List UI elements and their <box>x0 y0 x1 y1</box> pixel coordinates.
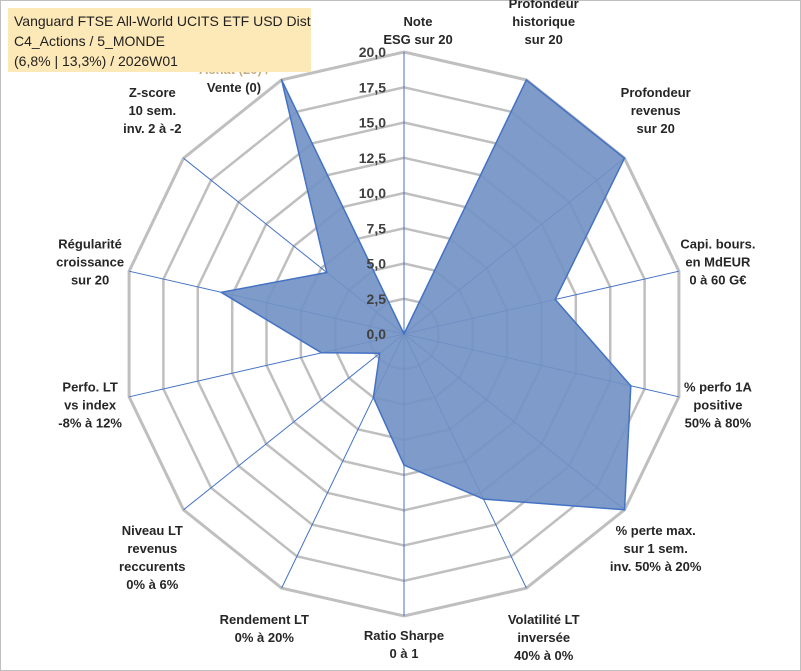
series-point <box>403 333 405 335</box>
axis-label-line: Capi. bours. <box>680 236 755 251</box>
chart-title-box: Vanguard FTSE All-World UCITS ETF USD Di… <box>8 8 311 72</box>
series-point <box>372 396 375 399</box>
axis-label-line: en MdEUR <box>685 254 751 269</box>
axis-label-line: inversée <box>517 630 570 645</box>
axis-label-line: Vente (0) <box>207 80 261 95</box>
axis-label-8: Ratio Sharpe 0 à 1 <box>364 628 444 661</box>
axis-label-1: Note ESG sur 20 <box>383 14 452 47</box>
series-point <box>220 291 222 294</box>
axis-label-line: revenus <box>127 541 177 556</box>
series-point <box>525 79 528 81</box>
tick-label: 17,5 <box>359 79 386 95</box>
axis-label-4: Capi. bours. en MdEUR 0 à 60 G€ <box>680 236 755 287</box>
axis-label-line: -8% à 12% <box>58 416 122 431</box>
axis-label-12: Régularité croissance sur 20 <box>56 236 124 287</box>
axis-label-line: historique <box>512 14 575 29</box>
axis-label-10: Niveau LT revenus reccurents 0% à 6% <box>119 523 185 592</box>
axis-label-line: croissance <box>56 254 124 269</box>
axis-label-line: Ratio Sharpe <box>364 628 444 643</box>
axis-label-line: Z-score <box>129 85 176 100</box>
axis-label-line: Profondeur <box>509 0 579 11</box>
tick-label: 15,0 <box>359 115 386 131</box>
axis-label-line: 50% à 80% <box>685 416 752 431</box>
axis-label-line: Perfo. LT <box>62 380 117 395</box>
axis-label-line: sur 20 <box>637 121 675 136</box>
axis-label-line: 0 à 60 G€ <box>689 272 746 287</box>
axis-label-line: Rendement LT <box>220 612 309 627</box>
tick-label: 20,0 <box>359 44 386 60</box>
series-point <box>482 498 485 500</box>
axis-label-line: vs index <box>64 398 117 413</box>
axis-label-line: sur 1 sem. <box>624 541 688 556</box>
axis-label-line: sur 20 <box>525 32 563 47</box>
tick-label: 10,0 <box>359 185 386 201</box>
axis-label-line: sur 20 <box>71 272 109 287</box>
tick-label: 12,5 <box>359 150 386 166</box>
radar-series <box>220 79 632 511</box>
radial-tick-labels: 0,0 2,5 5,0 7,5 10,0 12,5 15,0 17,5 20,0 <box>359 44 386 342</box>
axis-label-line: 40% à 0% <box>514 648 574 663</box>
axis-label-3: Profondeur revenus sur 20 <box>621 85 691 136</box>
fund-name: Vanguard FTSE All-World UCITS ETF USD Di… <box>14 13 311 29</box>
axis-label-line: reccurents <box>119 559 185 574</box>
series-point <box>403 464 405 466</box>
series-point <box>623 509 626 511</box>
series-point <box>378 352 381 355</box>
series-point <box>554 298 556 301</box>
axis-label-7: Volatilité LT inversée 40% à 0% <box>508 612 580 663</box>
fund-stats-week: (6,8% | 13,3%) / 2026W01 <box>14 53 178 69</box>
axis-label-line: ESG sur 20 <box>383 32 452 47</box>
series-point <box>623 157 626 159</box>
axis-label-line: revenus <box>631 103 681 118</box>
axis-label-line: Niveau LT <box>122 523 183 538</box>
series-point <box>320 352 323 354</box>
tick-label: 7,5 <box>367 220 387 236</box>
axis-label-line: 10 sem. <box>128 103 176 118</box>
series-area <box>220 79 632 511</box>
axis-label-9: Rendement LT 0% à 20% <box>220 612 309 645</box>
axis-label-line: 0% à 6% <box>126 577 178 592</box>
axis-label-line: Régularité <box>58 236 122 251</box>
axis-label-2: Profondeur historique sur 20 <box>509 0 579 47</box>
axis-label-6: % perte max. sur 1 sem. inv. 50% à 20% <box>610 523 702 574</box>
axis-label-line: inv. 2 à -2 <box>123 121 181 136</box>
axis-label-line: inv. 50% à 20% <box>610 559 702 574</box>
tick-label: 0,0 <box>367 326 387 342</box>
axis-label-5: % perfo 1A positive 50% à 80% <box>684 380 753 431</box>
series-point <box>280 79 283 81</box>
axis-label-line: Profondeur <box>621 85 691 100</box>
tick-label: 2,5 <box>367 291 387 307</box>
axis-label-13: Z-score 10 sem. inv. 2 à -2 <box>123 85 181 136</box>
axis-label-line: positive <box>693 398 742 413</box>
axis-label-line: % perfo 1A <box>684 380 753 395</box>
axis-label-line: % perte max. <box>616 523 696 538</box>
axis-label-line: Volatilité LT <box>508 612 580 627</box>
axis-label-line: 0 à 1 <box>390 646 419 661</box>
axis-label-line: 0% à 20% <box>235 630 295 645</box>
tick-label: 5,0 <box>367 256 387 272</box>
series-point <box>326 271 328 274</box>
series-point <box>630 385 632 387</box>
axis-label-line: Note <box>404 14 433 29</box>
fund-category: C4_Actions / 5_MONDE <box>14 33 165 49</box>
axis-spoke <box>183 333 405 511</box>
axis-label-11: Perfo. LT vs index -8% à 12% <box>58 380 122 431</box>
